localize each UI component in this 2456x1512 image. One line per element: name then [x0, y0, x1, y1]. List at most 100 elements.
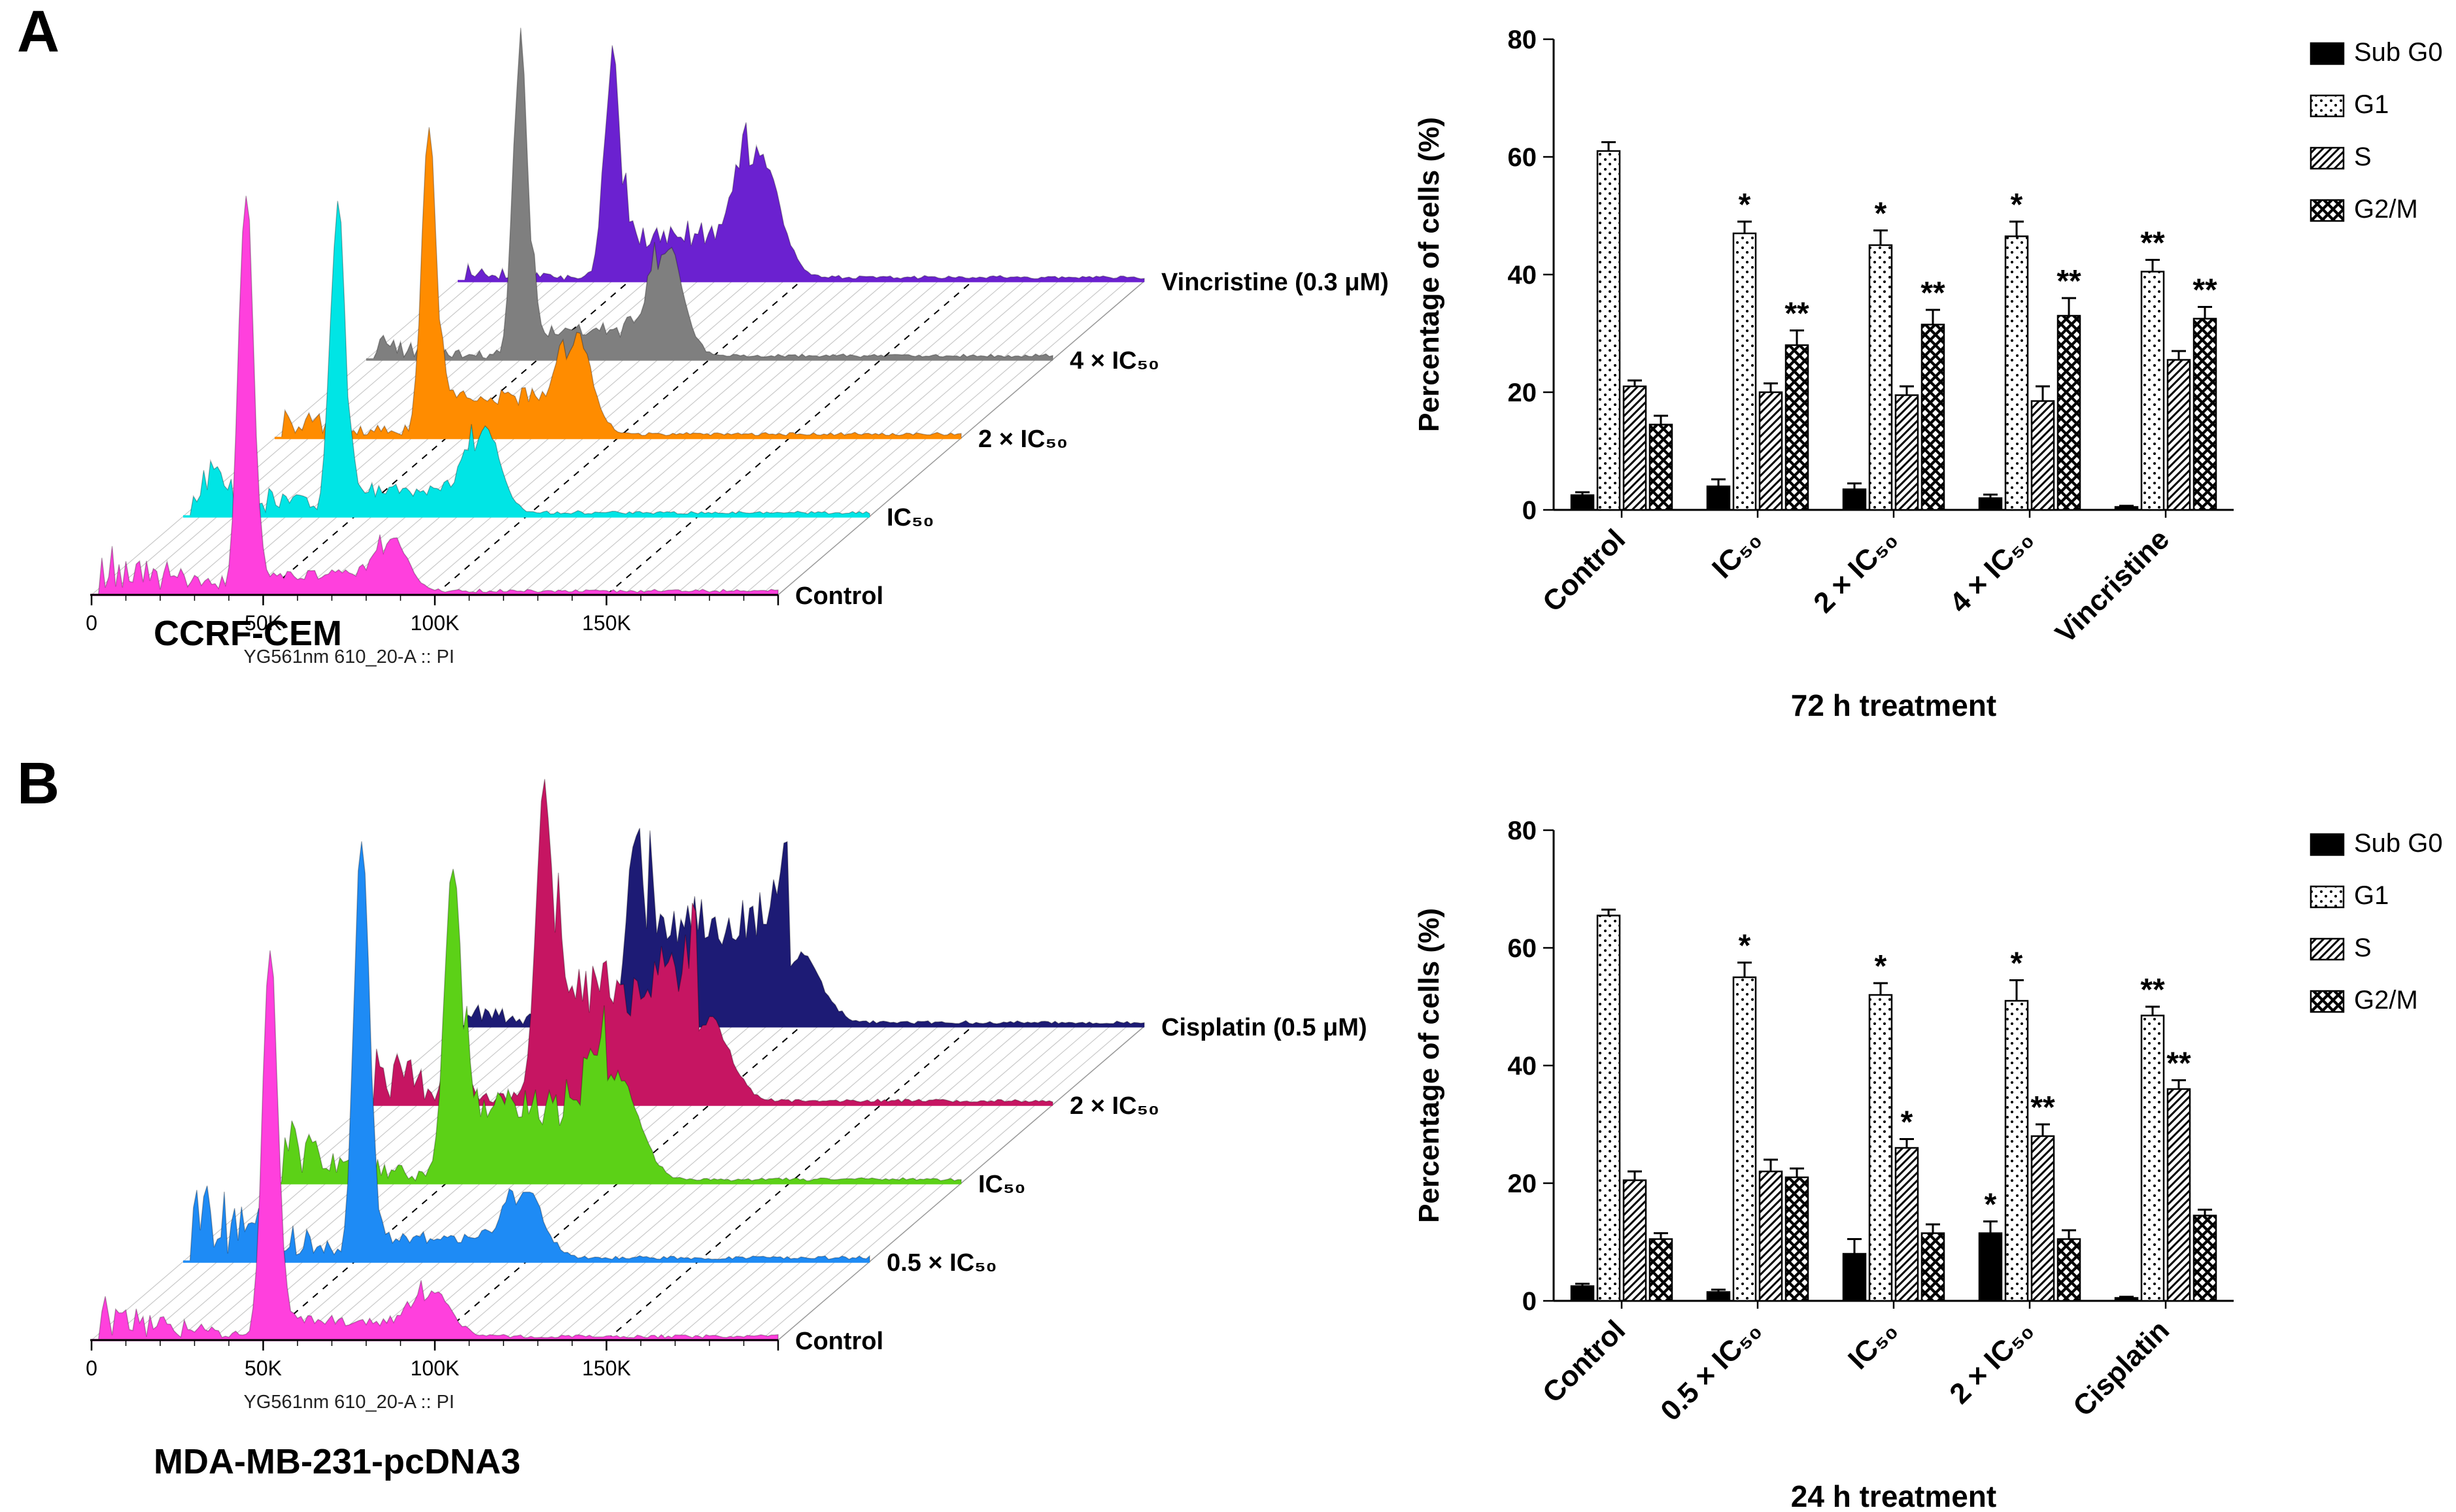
bar-s-4 [2166, 1088, 2191, 1302]
legend-swatch-g2m [2310, 199, 2345, 222]
bar-g1-0 [1596, 150, 1621, 511]
bar-chart-a: 0 20 40 60 80 Percentage of cells (%) Control I… [1413, 25, 2443, 722]
significance-marker: * [2011, 188, 2023, 222]
y-tick-label: 40 [1508, 1052, 1537, 1081]
bar-s-0 [1622, 385, 1647, 511]
significance-marker: ** [1920, 276, 1945, 311]
histogram-trace [366, 779, 1053, 1105]
histogram-x-tick-label: 0 [86, 1356, 97, 1380]
histogram-x-tick-label: 150K [582, 611, 631, 635]
panel-a: A Vincristine (0.3 μM) 4 × IC₅₀ 2 × IC₅₀ IC… [0, 0, 2456, 752]
trace-label: Vincristine (0.3 μM) [1161, 269, 1389, 296]
bar-g1-4 [2140, 1015, 2165, 1302]
histogram-x-tick-label: 50K [245, 1356, 282, 1380]
histogram-trace [458, 45, 1145, 282]
trace-label: IC₅₀ [978, 1171, 1026, 1198]
significance-marker: ** [2030, 1090, 2055, 1125]
bar-subg0-0 [1570, 494, 1595, 511]
y-axis-label: Percentage of cells (%) [1413, 117, 1445, 432]
bar-subg0-4 [2114, 506, 2139, 511]
panel-b: B Cisplatin (0.5 μM) 2 × IC₅₀ IC₅₀ 0.5 × IC… [0, 752, 2456, 1512]
panel-b-letter: B [17, 751, 60, 816]
significance-marker: * [1875, 197, 1887, 231]
x-tick-label: 2 × IC₅₀ [1943, 1314, 2039, 1410]
histogram-x-axis-label: YG561nm 610_20-A :: PI [244, 647, 454, 667]
significance-marker: ** [1784, 297, 1809, 331]
panel-a-letter: A [17, 0, 60, 65]
bar-g2m-4 [2192, 318, 2217, 511]
x-axis-title: 24 h treatment [1791, 1479, 1996, 1512]
legend-label: Sub G0 [2354, 829, 2443, 858]
y-tick-label: 80 [1508, 816, 1537, 845]
x-axis-title: 72 h treatment [1791, 688, 1996, 722]
bar-s-4 [2166, 359, 2191, 511]
legend-label: G1 [2354, 90, 2389, 119]
trace-label: 2 × IC₅₀ [1070, 1092, 1159, 1120]
x-tick-label: 0.5 × IC₅₀ [1654, 1314, 1767, 1427]
legend-swatch-subg0 [2310, 833, 2345, 856]
bar-g2m-1 [1784, 344, 1809, 511]
histogram-trace [92, 950, 779, 1341]
cell-line-label-b: MDA-MB-231-pcDNA3 [154, 1442, 521, 1481]
bar-s-1 [1758, 391, 1783, 511]
bar-g2m-2 [1920, 1232, 1945, 1302]
legend-swatch-subg0 [2310, 42, 2345, 65]
legend-label: Sub G0 [2354, 38, 2443, 67]
trace-label: Cisplatin (0.5 μM) [1161, 1014, 1367, 1041]
y-tick-label: 60 [1508, 934, 1537, 963]
y-tick-label: 80 [1508, 25, 1537, 54]
bar-subg0-1 [1706, 1291, 1731, 1302]
trace-label: 0.5 × IC₅₀ [887, 1249, 997, 1277]
bar-subg0-2 [1842, 488, 1867, 511]
bar-s-0 [1622, 1179, 1647, 1302]
trace-label: 4 × IC₅₀ [1070, 347, 1159, 375]
histogram-trace [366, 27, 1053, 360]
x-tick-label: Control [1537, 1314, 1631, 1409]
bar-subg0-4 [2114, 1297, 2139, 1302]
histogram-x-tick-label: 100K [411, 1356, 460, 1380]
legend-swatch-s [2310, 937, 2345, 961]
bar-g1-1 [1732, 976, 1757, 1302]
flow-histogram-b: Cisplatin (0.5 μM) 2 × IC₅₀ IC₅₀ 0.5 × IC₅₀… [86, 779, 1367, 1413]
x-tick-label: IC₅₀ [1842, 1314, 1903, 1375]
significance-marker: * [1739, 929, 1751, 964]
significance-marker: ** [2056, 264, 2081, 299]
bar-g1-2 [1868, 244, 1893, 511]
cell-line-label-a: CCRF-CEM [154, 614, 342, 653]
legend-label: S [2354, 143, 2372, 171]
bar-chart-b: 0 20 40 60 80 Percentage of cells (%) Control 0… [1413, 816, 2443, 1512]
bar-g1-2 [1868, 994, 1893, 1302]
significance-marker: ** [2166, 1047, 2191, 1081]
histogram-trace [92, 195, 779, 596]
bar-g2m-0 [1648, 424, 1673, 511]
x-tick-label: 4 × IC₅₀ [1943, 523, 2039, 619]
significance-marker: * [2011, 947, 2023, 981]
histogram-x-tick-label: 150K [582, 1356, 631, 1380]
legend-label: G1 [2354, 881, 2389, 910]
bar-g1-4 [2140, 271, 2165, 511]
bar-subg0-1 [1706, 485, 1731, 511]
significance-marker: ** [2140, 973, 2165, 1007]
trace-label: IC₅₀ [887, 504, 934, 531]
bar-g1-3 [2004, 235, 2029, 511]
x-tick-label: 2 × IC₅₀ [1807, 523, 1903, 619]
bar-g2m-4 [2192, 1215, 2217, 1302]
legend-swatch-g2m [2310, 990, 2345, 1013]
trace-label: Control [795, 1328, 883, 1355]
bar-g2m-1 [1784, 1176, 1809, 1302]
y-tick-label: 60 [1508, 143, 1537, 172]
bar-g2m-3 [2056, 1238, 2081, 1302]
x-tick-label: Cisplatin [2067, 1314, 2175, 1422]
histogram-x-axis-label: YG561nm 610_20-A :: PI [244, 1392, 454, 1413]
legend-label: G2/M [2354, 195, 2418, 224]
significance-marker: * [1985, 1188, 1997, 1222]
bar-g1-3 [2004, 1000, 2029, 1302]
y-tick-label: 40 [1508, 261, 1537, 290]
bar-s-3 [2030, 400, 2055, 511]
significance-marker: * [1875, 949, 1887, 984]
legend-swatch-g1 [2310, 94, 2345, 118]
significance-marker: * [1901, 1105, 1913, 1140]
legend-label: S [2354, 933, 2372, 962]
x-tick-label: Control [1537, 523, 1631, 618]
histogram-trace [183, 201, 870, 517]
